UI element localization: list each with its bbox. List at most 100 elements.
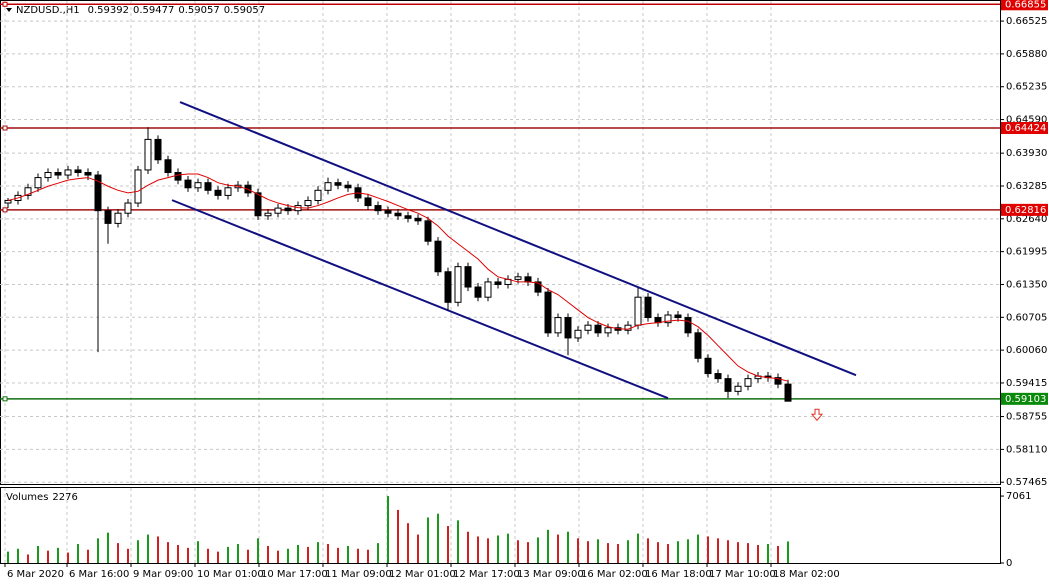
- volume-label: Volumes: [6, 492, 48, 503]
- y-tick-label: 0.57465: [1006, 477, 1047, 488]
- candle-body: [304, 199, 312, 207]
- candle-body: [534, 281, 542, 293]
- candle-body: [94, 174, 102, 212]
- candle-body: [264, 212, 272, 217]
- candle-body: [404, 215, 412, 219]
- candle-body: [134, 169, 142, 204]
- candle-body: [414, 217, 422, 222]
- candle-body: [424, 220, 432, 242]
- moving-average: [7, 173, 789, 382]
- x-tick-label: 6 Mar 2020: [7, 569, 64, 580]
- y-tick-label: 0.61995: [1006, 247, 1047, 258]
- candle-body: [684, 317, 692, 334]
- candle-body: [284, 207, 292, 212]
- candle-body: [254, 192, 262, 217]
- candle-body: [484, 281, 492, 298]
- candle-body: [524, 276, 532, 283]
- candle-body: [514, 276, 522, 280]
- candle-body: [204, 182, 212, 191]
- candle-body: [174, 171, 182, 181]
- y-tick-label: 0.65880: [1006, 49, 1047, 60]
- candle-body: [734, 385, 742, 392]
- x-tick-label: 13 Mar 09:00: [517, 569, 584, 580]
- candle-body: [154, 138, 162, 161]
- candle-body: [314, 189, 322, 201]
- x-tick-label: 18 Mar 02:00: [773, 569, 840, 580]
- y-tick-label: 0.59415: [1006, 378, 1047, 389]
- candle-body: [564, 317, 572, 339]
- symbol: NZDUSD.,H1: [16, 5, 80, 16]
- level-label-box: [1001, 392, 1048, 405]
- main-panel: [0, 0, 1001, 485]
- candle-body: [124, 202, 132, 214]
- candle-body: [34, 177, 42, 189]
- x-tick-label: 9 Mar 09:00: [133, 569, 193, 580]
- volume-tick-label: 0: [1006, 558, 1012, 569]
- candle-body: [784, 383, 792, 402]
- menu-triangle: [6, 8, 12, 12]
- candle-body: [274, 207, 282, 214]
- y-tick-label: 0.64590: [1006, 115, 1047, 126]
- candle-body: [554, 317, 562, 334]
- ohlc-value: 0.59477: [133, 5, 174, 16]
- channel-line: [179, 101, 857, 377]
- x-tick-label: 11 Mar 09:00: [325, 569, 392, 580]
- candle-body: [54, 171, 62, 176]
- candle-body: [194, 182, 202, 189]
- level-label-box: [1001, 0, 1048, 11]
- candle-body: [144, 138, 152, 171]
- candle-body: [324, 182, 332, 191]
- ohlc-value: 0.59057: [224, 5, 265, 16]
- sell-arrow: [810, 408, 824, 422]
- candle-body: [664, 314, 672, 324]
- candle-body: [394, 212, 402, 217]
- candle-body: [464, 266, 472, 288]
- volume-tick-label: 7061: [1006, 491, 1031, 502]
- y-tick-label: 0.60705: [1006, 312, 1047, 323]
- x-tick-label: 6 Mar 16:00: [69, 569, 129, 580]
- candle-body: [694, 332, 702, 359]
- candle-body: [444, 271, 452, 303]
- x-tick-label: 16 Mar 02:00: [581, 569, 648, 580]
- x-tick-label: 16 Mar 18:00: [645, 569, 712, 580]
- candle-body: [164, 159, 172, 173]
- level-label: 0.66855: [1005, 0, 1046, 10]
- candle-body: [604, 327, 612, 334]
- candle-body: [44, 171, 52, 179]
- level-label: 0.59103: [1005, 394, 1046, 405]
- y-tick-label: 0.62640: [1006, 214, 1047, 225]
- candle-body: [74, 169, 82, 173]
- x-tick-label: 17 Mar 10:00: [709, 569, 776, 580]
- y-tick-label: 0.63930: [1006, 148, 1047, 159]
- y-tick-label: 0.66525: [1006, 16, 1047, 27]
- candle-body: [724, 378, 732, 392]
- channel-line: [171, 199, 669, 400]
- candle-body: [114, 212, 122, 224]
- level-label-box: [1001, 203, 1048, 216]
- candle-body: [644, 296, 652, 319]
- candle-body: [634, 296, 642, 326]
- y-tick-label: 0.65235: [1006, 82, 1047, 93]
- candle-body: [4, 199, 12, 204]
- candle-body: [674, 314, 682, 319]
- candle-body: [544, 291, 552, 334]
- level-handle: [2, 125, 8, 131]
- level-handle: [2, 396, 8, 402]
- candle-body: [374, 205, 382, 212]
- candle-body: [434, 240, 442, 273]
- x-tick-label: 10 Mar 01:00: [197, 569, 264, 580]
- candle-body: [104, 210, 112, 224]
- level-handle: [2, 207, 8, 213]
- level-label-box: [1001, 122, 1048, 135]
- candle-body: [584, 324, 592, 331]
- y-tick-label: 0.58110: [1006, 444, 1047, 455]
- candle-body: [64, 169, 72, 176]
- level-label: 0.62816: [1005, 205, 1046, 216]
- candle-body: [494, 281, 502, 285]
- volume-last: 2276: [52, 492, 77, 503]
- y-tick-label: 0.61350: [1006, 279, 1047, 290]
- y-tick-label: 0.63285: [1006, 181, 1047, 192]
- x-tick-label: 12 Mar 01:00: [389, 569, 456, 580]
